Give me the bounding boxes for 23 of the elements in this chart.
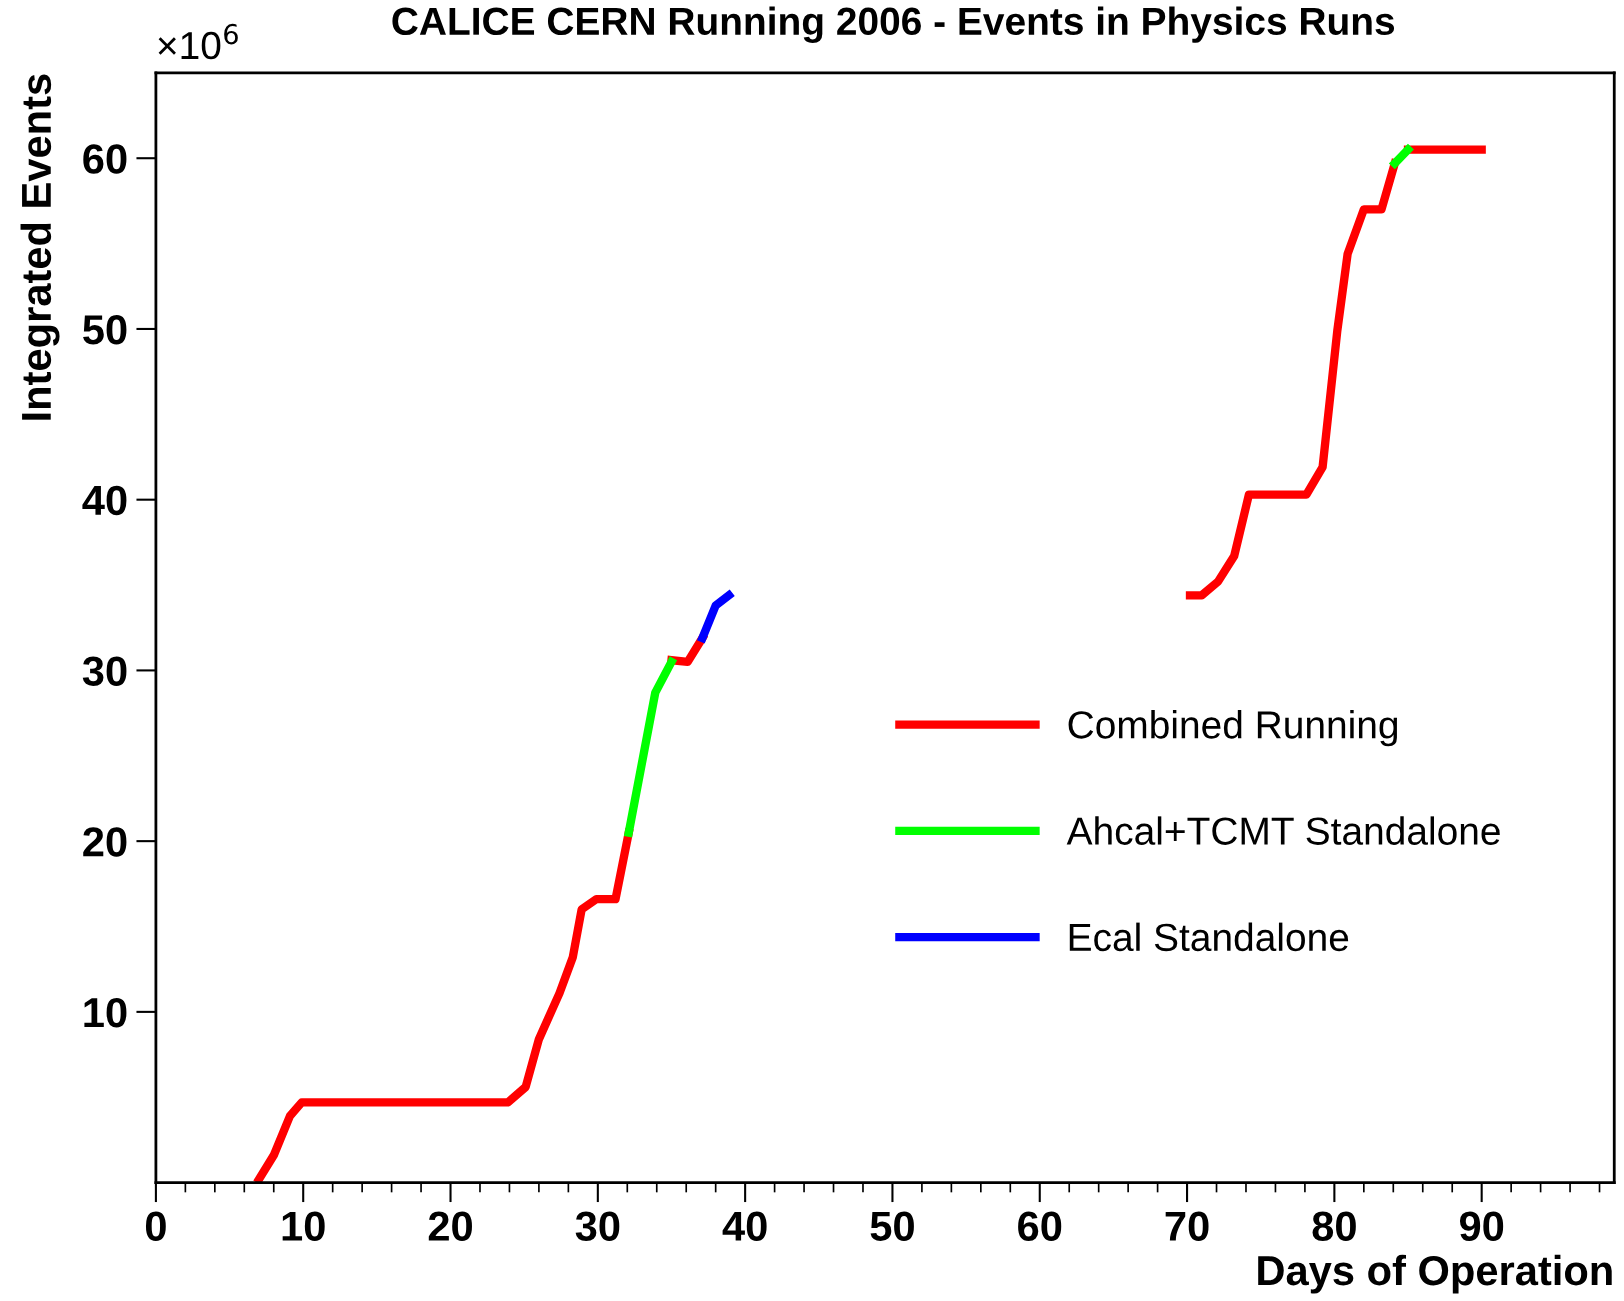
x-tick-label: 10 — [282, 1211, 325, 1241]
legend-label: Ahcal+TCMT Standalone — [1066, 816, 1500, 845]
y-tick-label: 20 — [83, 827, 127, 857]
x-axis-title: Days of Operation — [1258, 1254, 1612, 1294]
y-tick-label: 60 — [83, 144, 127, 174]
x-tick-label: 20 — [428, 1211, 472, 1241]
y-tick-label: 40 — [82, 485, 127, 516]
y-tick-label: 50 — [83, 314, 127, 345]
x-tick-label: 30 — [575, 1211, 620, 1242]
x-tick-label: 80 — [1312, 1211, 1356, 1241]
x-tick-label: 50 — [870, 1211, 914, 1241]
x-tick-label: 90 — [1459, 1211, 1504, 1241]
text: ×10$^{6}$ — [158, 23, 238, 60]
y-axis-title: Integrated Events — [20, 74, 60, 420]
y-tick-label: 30 — [82, 656, 127, 686]
chart-title: CALICE CERN Running 2006 - Events in Physics Runs — [392, 6, 1395, 43]
legend-label: Combined Running — [1068, 710, 1398, 747]
x-tick-label: 60 — [1018, 1211, 1062, 1241]
x-tick-label: 70 — [1165, 1211, 1209, 1241]
x-tick-label: 40 — [722, 1211, 767, 1241]
x-tick-label: 0 — [145, 1211, 166, 1241]
y-tick-label: 10 — [84, 997, 127, 1028]
legend-label: Ecal Standalone — [1069, 922, 1349, 952]
